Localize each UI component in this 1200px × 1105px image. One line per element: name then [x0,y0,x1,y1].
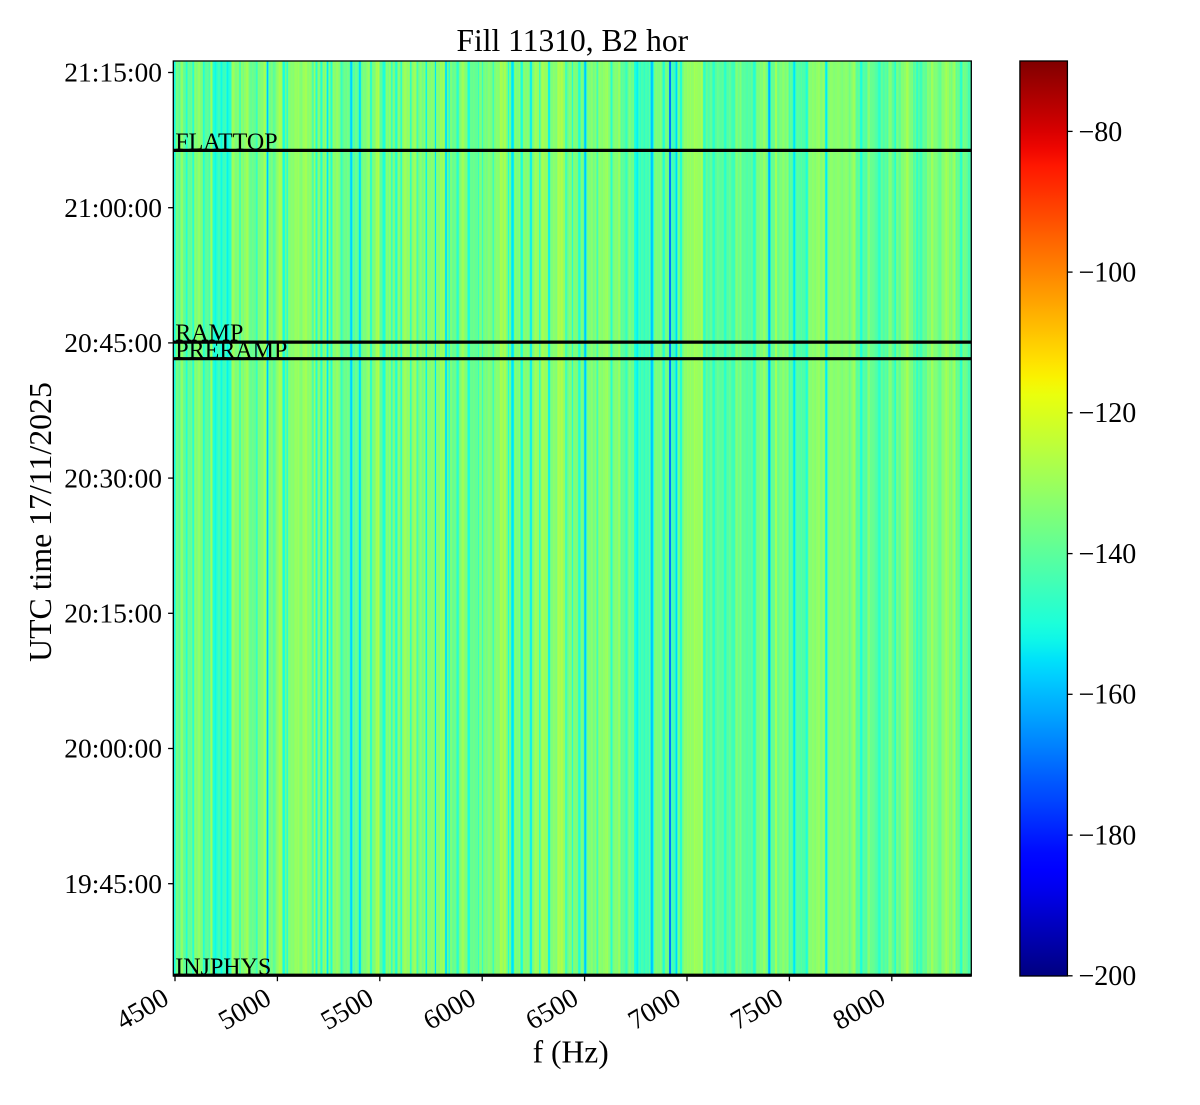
svg-text:−200: −200 [1079,961,1137,992]
svg-text:f (Hz): f (Hz) [533,1035,609,1070]
svg-text:20:30:00: 20:30:00 [64,462,162,493]
svg-text:21:00:00: 21:00:00 [64,192,162,223]
svg-text:UTC time 17/11/2025: UTC time 17/11/2025 [23,382,58,662]
svg-text:−160: −160 [1079,680,1137,711]
svg-text:FLATTOP: FLATTOP [175,129,277,155]
svg-text:−120: −120 [1079,398,1137,429]
svg-text:−140: −140 [1079,539,1137,570]
svg-text:INJPHYS: INJPHYS [175,954,271,980]
svg-text:Fill 11310, B2 hor: Fill 11310, B2 hor [456,23,688,58]
svg-text:−100: −100 [1079,258,1137,289]
svg-text:19:45:00: 19:45:00 [64,868,162,899]
svg-text:20:45:00: 20:45:00 [64,327,162,358]
svg-text:PRERAMP: PRERAMP [175,338,287,364]
svg-text:20:15:00: 20:15:00 [64,598,162,629]
svg-text:−80: −80 [1079,117,1123,148]
svg-text:−180: −180 [1079,821,1137,852]
svg-text:20:00:00: 20:00:00 [64,733,162,764]
svg-text:21:15:00: 21:15:00 [64,57,162,88]
